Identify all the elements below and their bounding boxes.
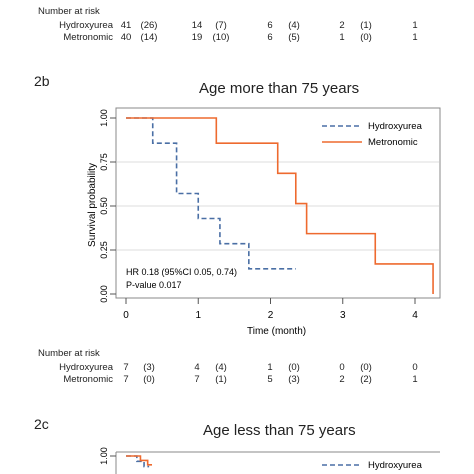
y-tick-label: 0.75: [99, 153, 109, 171]
risk-cell: (5): [288, 32, 300, 43]
x-tick-label: 4: [412, 310, 418, 321]
risk-cell: 2: [339, 374, 345, 385]
hr-annotation: HR 0.18 (95%CI 0.05, 0.74): [126, 267, 237, 277]
x-tick-label: 0: [123, 310, 129, 321]
risk-row-metronomic: Metronomic 7 (0) 7 (1) 5 (3) 2 (2) 1: [0, 374, 474, 386]
risk-cell: (26): [140, 20, 158, 31]
risk-cell: (4): [288, 20, 300, 31]
legend-label-hydroxyurea: Hydroxyurea: [368, 121, 423, 132]
risk-cell: (0): [288, 362, 300, 373]
panel-tag-2c: 2c: [34, 416, 49, 432]
y-tick-label: 1.00: [99, 447, 109, 465]
x-tick-label: 2: [268, 310, 274, 321]
risk-cell: 0: [339, 362, 345, 373]
risk-cell: (0): [360, 362, 372, 373]
risk-cell: (2): [360, 374, 372, 385]
risk-row-label: Hydroxyurea: [59, 362, 113, 373]
plot-frame: [115, 107, 441, 299]
risk-row-metronomic: Metronomic 40 (14) 19 (10) 6 (5) 1 (0) 1: [0, 32, 474, 44]
risk-cell: (0): [143, 374, 155, 385]
risk-cell: 7: [123, 374, 129, 385]
series-line-metronomic: [126, 117, 434, 294]
risk-cell: (0): [360, 32, 372, 43]
y-tick-label: 0.00: [99, 285, 109, 303]
legend: Hydroxyurea Metronomic: [322, 121, 423, 148]
y-tick-label: 1.00: [99, 109, 109, 127]
risk-cell: (4): [215, 362, 227, 373]
risk-cell: 2: [339, 20, 345, 31]
risk-row-label: Metronomic: [63, 32, 113, 43]
risk-cell: 1: [412, 20, 418, 31]
risk-cell: 6: [267, 20, 273, 31]
risk-cell: 1: [412, 374, 418, 385]
risk-cell: 1: [339, 32, 345, 43]
risk-cell: (1): [360, 20, 372, 31]
panel-tag-2b: 2b: [34, 73, 50, 89]
risk-cell: (10): [212, 32, 230, 43]
risk-table-top: Number at risk Hydroxyurea 41 (26) 14 (7) 6 (…: [0, 4, 474, 48]
risk-cell: 5: [267, 374, 273, 385]
y-axis-label: Survival probability: [87, 163, 98, 247]
risk-row-label: Hydroxyurea: [59, 20, 113, 31]
risk-row-hydroxyurea: Hydroxyurea 7 (3) 4 (4) 1 (0) 0 (0) 0: [0, 362, 474, 374]
p-value-annotation: P-value 0.017: [126, 280, 182, 290]
risk-cell: (14): [140, 32, 158, 43]
risk-table-header: Number at risk: [38, 6, 100, 17]
risk-cell: (3): [288, 374, 300, 385]
risk-cell: 0: [412, 362, 418, 373]
risk-cell: (3): [143, 362, 155, 373]
risk-cell: 1: [267, 362, 273, 373]
risk-row-hydroxyurea: Hydroxyurea 41 (26) 14 (7) 6 (4) 2 (1) 1: [0, 20, 474, 32]
risk-row-label: Metronomic: [63, 374, 113, 385]
legend-label-metronomic: Metronomic: [368, 137, 418, 148]
series-line-hydroxyurea: [126, 117, 296, 270]
risk-cell: 41: [120, 20, 132, 31]
risk-cell: 40: [120, 32, 132, 43]
risk-cell: 14: [191, 20, 203, 31]
risk-cell: 4: [194, 362, 200, 373]
legend-label-hydroxyurea: Hydroxyurea: [368, 460, 423, 471]
risk-cell: (7): [215, 20, 227, 31]
series-line-metronomic: [126, 455, 153, 466]
risk-cell: 7: [123, 362, 129, 373]
y-tick-label: 0.50: [99, 197, 109, 215]
panel-title-2b: Age more than 75 years: [199, 80, 360, 97]
x-tick-label: 1: [195, 310, 201, 321]
x-axis-label: Time (month): [247, 326, 306, 337]
risk-table-header: Number at risk: [38, 348, 100, 359]
risk-cell: 7: [194, 374, 200, 385]
series-line-hydroxyurea: [126, 455, 150, 468]
y-tick-label: 0.25: [99, 241, 109, 259]
x-tick-label: 3: [340, 310, 346, 321]
risk-cell: (1): [215, 374, 227, 385]
risk-cell: 19: [191, 32, 203, 43]
risk-table-bottom: Number at risk Hydroxyurea 7 (3) 4 (4) 1 (0) 0…: [0, 344, 474, 390]
risk-cell: 1: [412, 32, 418, 43]
risk-cell: 6: [267, 32, 273, 43]
panel-title-2c: Age less than 75 years: [203, 422, 356, 439]
